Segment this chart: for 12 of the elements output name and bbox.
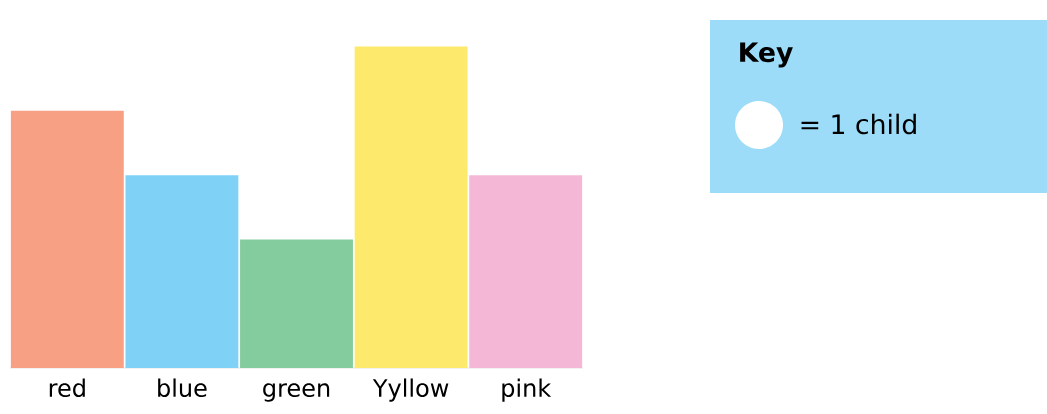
bar <box>354 46 468 368</box>
bar <box>125 175 239 368</box>
bar <box>10 110 124 368</box>
bar <box>469 175 583 368</box>
x-tick-label: pink <box>502 378 552 402</box>
x-tick-label: Yyllow <box>372 378 449 402</box>
x-tick-label: red <box>49 378 85 398</box>
x-tick-label: green <box>263 383 330 402</box>
x-tick-label: blue <box>158 378 207 398</box>
text: Key <box>740 42 793 68</box>
text: = 1 child <box>801 113 916 135</box>
bar <box>240 239 353 368</box>
